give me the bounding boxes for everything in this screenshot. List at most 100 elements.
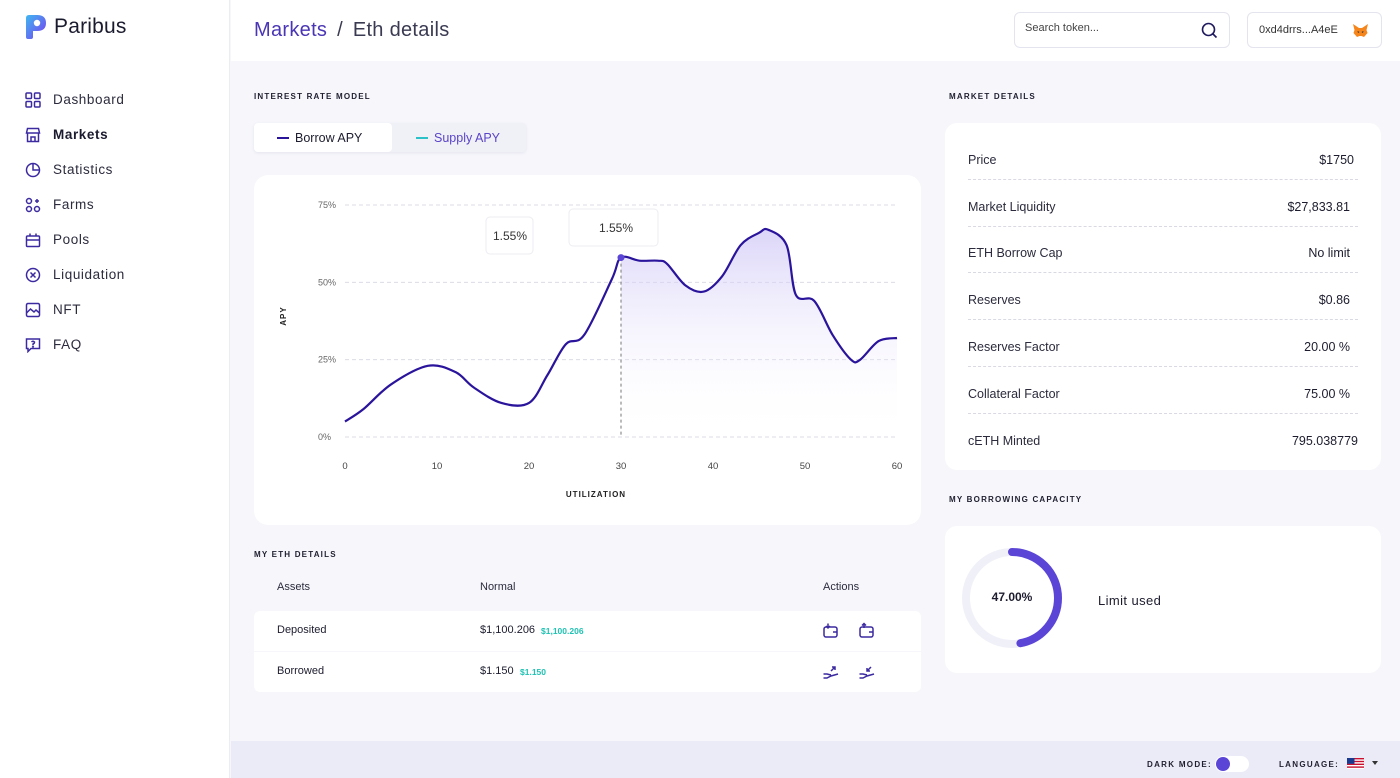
liquidation-icon [24, 266, 41, 283]
language-dropdown-caret-icon[interactable] [1372, 761, 1378, 765]
search-input[interactable] [1025, 22, 1195, 34]
ring-progress-arc [962, 548, 1062, 648]
x-tick-label: 20 [524, 461, 535, 472]
borrow-apy-tab[interactable]: Borrow APY [254, 123, 392, 152]
detail-key: Reserves [968, 293, 1021, 307]
breadcrumb-current: Eth details [352, 19, 450, 41]
tooltip-box [485, 216, 534, 255]
deposit-wallet-icon[interactable] [822, 622, 840, 640]
borrow-apy-label: Borrow APY [295, 130, 363, 145]
sidebar: Paribus Dashboard Markets Statistics Far… [0, 0, 230, 778]
detail-value: 20.00 % [1304, 340, 1350, 354]
highlight-point [617, 254, 625, 262]
asset-name: Deposited [277, 624, 327, 636]
y-axis-label: APY [279, 306, 288, 325]
image-icon [24, 301, 41, 318]
my-eth-details-label: MY ETH DETAILS [254, 550, 337, 559]
withdraw-wallet-icon[interactable] [858, 622, 876, 640]
market-detail-row-price: Price $1750 [968, 133, 1358, 180]
x-tick-label: 30 [616, 461, 627, 472]
sidebar-item-label: Statistics [53, 162, 114, 177]
column-header-actions: Actions [823, 581, 860, 593]
x-tick-label: 10 [432, 461, 443, 472]
sidebar-item-label: Dashboard [53, 92, 125, 107]
sidebar-item-label: Liquidation [53, 267, 125, 282]
column-header-normal: Normal [480, 581, 516, 593]
sidebar-item-faq[interactable]: FAQ [24, 327, 125, 362]
breadcrumb-markets[interactable]: Markets [254, 19, 328, 41]
pie-chart-icon [24, 161, 41, 178]
y-tick-label: 0% [318, 432, 331, 442]
us-flag-icon[interactable] [1347, 758, 1364, 769]
sidebar-item-label: Farms [53, 197, 95, 212]
detail-key: Collateral Factor [968, 387, 1060, 401]
detail-key: ETH Borrow Cap [968, 246, 1063, 260]
dark-mode-label: DARK MODE: [1147, 760, 1212, 769]
sidebar-item-farms[interactable]: Farms [24, 187, 125, 222]
detail-value: $0.86 [1318, 293, 1350, 307]
sidebar-item-label: FAQ [53, 337, 82, 352]
series-line-borrow-apy [344, 227, 898, 423]
search-box [1014, 12, 1230, 48]
sidebar-item-dashboard[interactable]: Dashboard [24, 82, 125, 117]
market-detail-row-borrow-cap: ETH Borrow Cap No limit [968, 226, 1358, 273]
market-detail-row-collateral-factor: Collateral Factor 75.00 % [968, 367, 1358, 414]
market-detail-row-reserves: Reserves $0.86 [968, 273, 1358, 320]
detail-value: 75.00 % [1304, 387, 1350, 401]
detail-value: No limit [1308, 246, 1350, 260]
normal-value: $1.150 [480, 665, 514, 677]
detail-value: 795.038779 [1291, 434, 1358, 448]
capacity-percent: 47.00% [991, 590, 1033, 604]
sidebar-item-label: NFT [53, 302, 82, 317]
sidebar-item-label: Pools [53, 232, 90, 247]
column-header-assets: Assets [277, 581, 311, 593]
market-details-label: MARKET DETAILS [949, 92, 1036, 101]
farm-icon [24, 196, 41, 213]
x-axis-label: UTILIZATION [566, 490, 626, 499]
wallet-button[interactable]: 0xd4drrs...A4eE [1247, 12, 1382, 48]
paribus-logo-icon [26, 15, 46, 39]
limit-used-label: Limit used [1098, 593, 1162, 608]
supply-apy-tab[interactable]: Supply APY [402, 123, 500, 152]
sidebar-item-pools[interactable]: Pools [24, 222, 125, 257]
grid-icon [24, 91, 41, 108]
tooltip-value: 1.55% [599, 221, 633, 235]
sidebar-item-nft[interactable]: NFT [24, 292, 125, 327]
repay-hand-icon[interactable] [858, 663, 876, 681]
top-header: Markets / Eth details 0xd4drrs...A4eE [231, 0, 1400, 61]
metamask-fox-icon [1352, 22, 1369, 44]
dark-mode-toggle[interactable] [1215, 756, 1249, 772]
borrow-hand-icon[interactable] [822, 663, 840, 681]
sidebar-item-statistics[interactable]: Statistics [24, 152, 125, 187]
y-tick-label: 25% [318, 355, 336, 365]
table-row-borrowed: Borrowed $1.150 $1.150 [254, 652, 921, 692]
x-tick-label: 60 [892, 461, 903, 472]
supply-dash-icon [416, 136, 428, 139]
series-area-fill [621, 228, 897, 437]
interest-rate-model-label: INTEREST RATE MODEL [254, 92, 371, 101]
market-details-card: Price $1750 Market Liquidity $27,833.81 … [945, 123, 1381, 470]
search-icon[interactable] [1201, 22, 1218, 44]
toggle-knob [1216, 757, 1230, 771]
detail-key: Market Liquidity [968, 200, 1056, 214]
supply-apy-label: Supply APY [434, 130, 501, 145]
normal-value: $1,100.206 [480, 624, 536, 636]
store-icon [24, 126, 41, 143]
apy-legend-toggle: Borrow APY Supply APY [254, 123, 526, 152]
secondary-value: $1.150 [520, 667, 546, 677]
pool-icon [24, 231, 41, 248]
x-tick-label: 0 [342, 461, 347, 472]
detail-key: Price [968, 153, 997, 167]
breadcrumb: Markets / Eth details [254, 19, 450, 42]
footer-bar: DARK MODE: LANGUAGE: [231, 741, 1400, 778]
tooltip-box [568, 208, 659, 247]
sidebar-item-liquidation[interactable]: Liquidation [24, 257, 125, 292]
interest-rate-chart[interactable]: 0% 25% 50% 75% 0 10 20 30 40 50 60 UTILIZATION APY 1.… [254, 175, 921, 525]
detail-value: $27,833.81 [1287, 200, 1350, 214]
market-detail-row-ceth-minted: cETH Minted 795.038779 [968, 414, 1358, 461]
borrow-dash-icon [277, 136, 289, 139]
sidebar-item-markets[interactable]: Markets [24, 117, 125, 152]
secondary-value: $1,100.206 [541, 626, 584, 636]
sidebar-nav: Dashboard Markets Statistics Farms Pools [24, 82, 125, 362]
logo[interactable]: Paribus [24, 14, 127, 40]
